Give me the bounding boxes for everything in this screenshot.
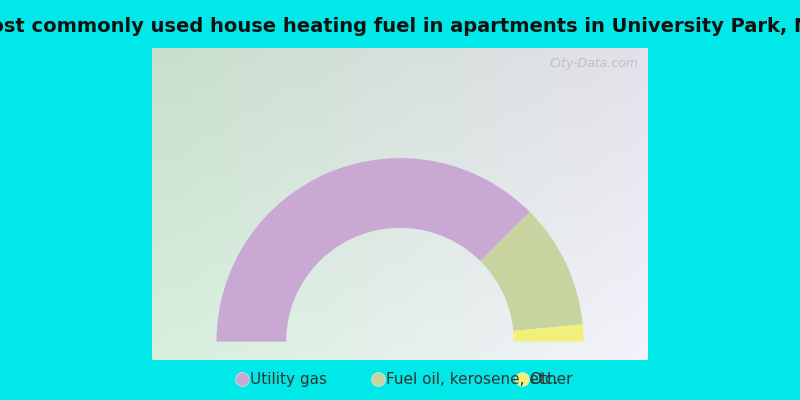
- Text: Fuel oil, kerosene, etc.: Fuel oil, kerosene, etc.: [386, 372, 558, 387]
- Wedge shape: [217, 158, 530, 342]
- Text: Other: Other: [530, 372, 573, 387]
- Wedge shape: [514, 324, 583, 342]
- Text: City-Data.com: City-Data.com: [550, 57, 638, 70]
- Text: Most commonly used house heating fuel in apartments in University Park, MD: Most commonly used house heating fuel in…: [0, 17, 800, 36]
- Wedge shape: [481, 212, 582, 331]
- Text: Utility gas: Utility gas: [250, 372, 326, 387]
